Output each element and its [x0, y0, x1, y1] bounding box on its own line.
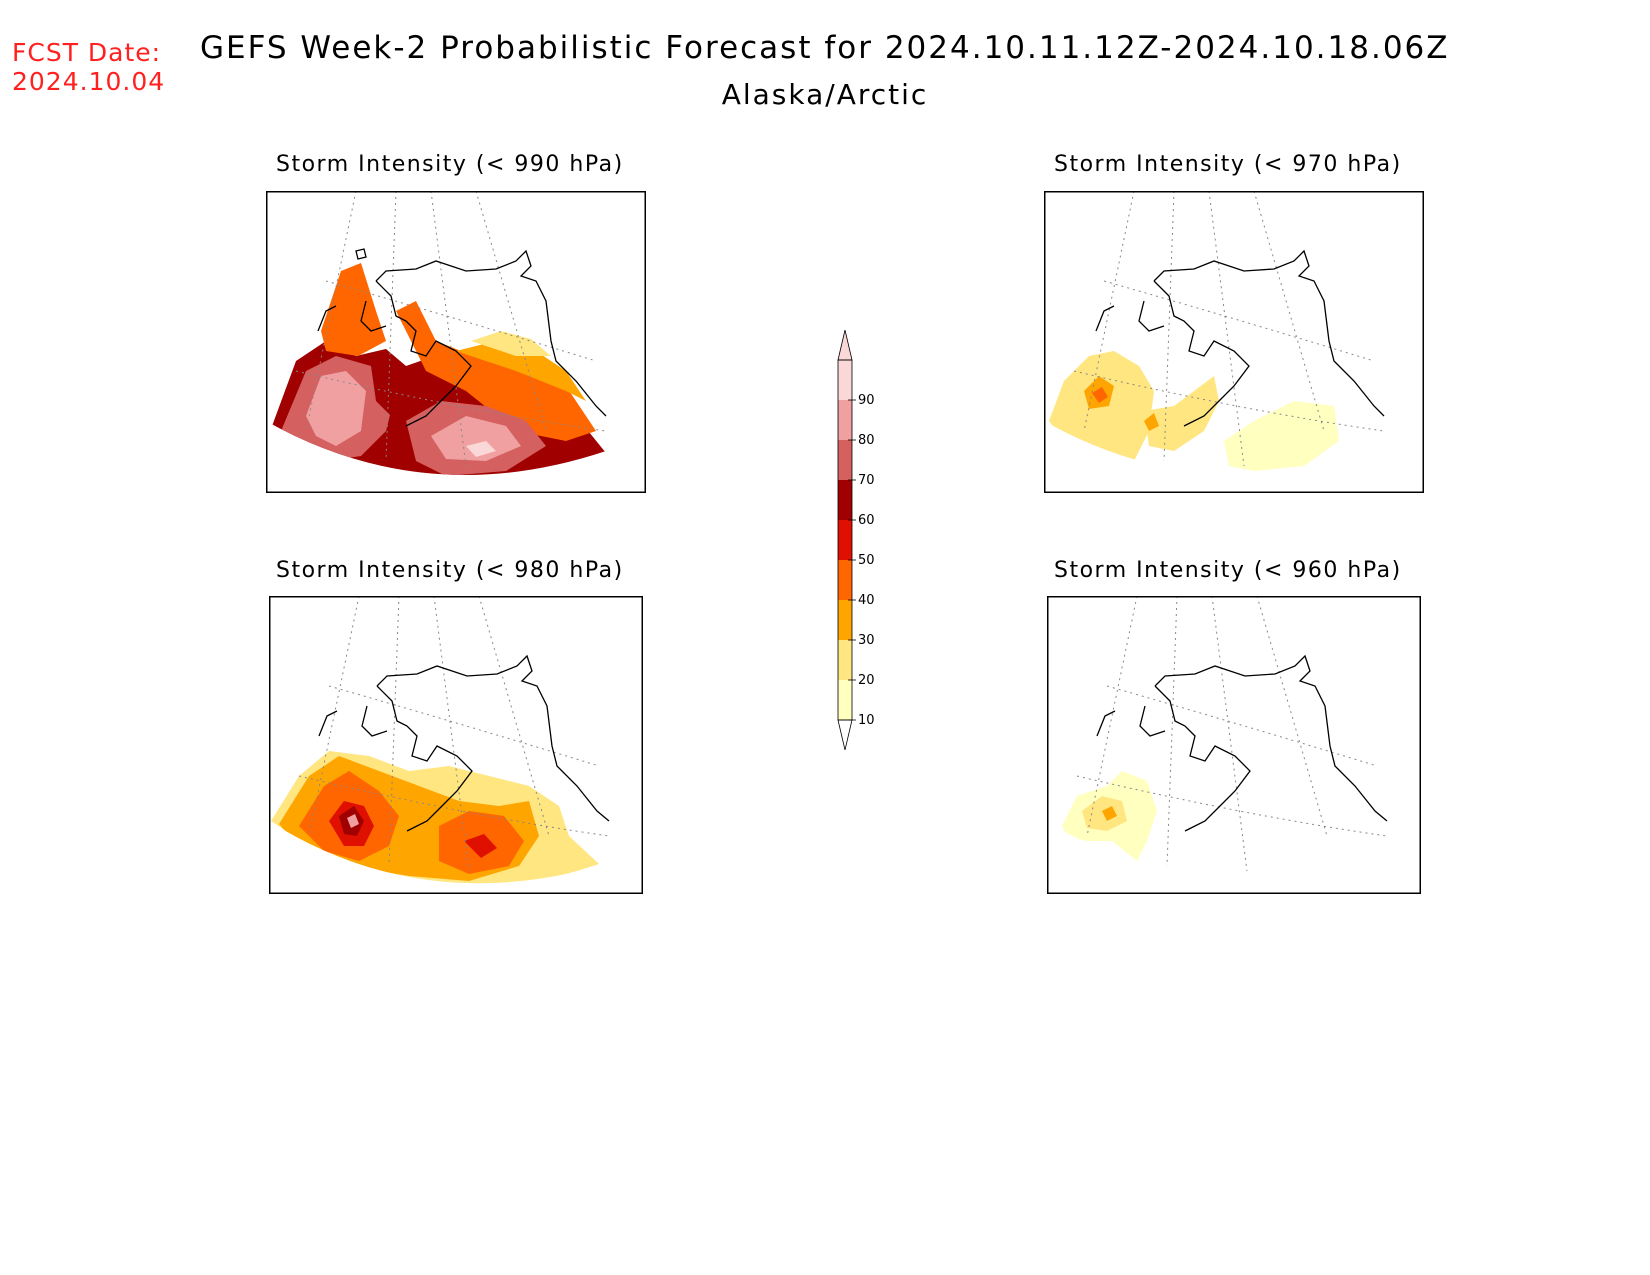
- colorbar-bottom-wedge: [837, 719, 853, 750]
- colorbar-label: 30: [858, 633, 875, 648]
- colorbar-label: 60: [858, 513, 875, 528]
- colorbar-outline: [837, 359, 853, 721]
- forecast-date-value: 2024.10.04: [12, 67, 166, 96]
- colorbar-label: 20: [858, 673, 875, 688]
- forecast-date-label: FCST Date:: [12, 38, 162, 67]
- region-subtitle: Alaska/Arctic: [721, 78, 929, 111]
- map-panel-970: [1044, 191, 1424, 493]
- panel-title-970: Storm Intensity (< 970 hPa): [1054, 152, 1402, 177]
- colorbar-bin: [838, 400, 852, 440]
- map-panel-990: [266, 191, 646, 493]
- panel-title-980: Storm Intensity (< 980 hPa): [276, 558, 624, 583]
- colorbar-top-wedge: [837, 330, 853, 361]
- colorbar-bin: [838, 600, 852, 640]
- map-panel-980: [269, 596, 643, 894]
- colorbar-bin: [838, 560, 852, 600]
- colorbar-label: 10: [858, 713, 875, 728]
- colorbar-bin: [838, 440, 852, 480]
- colorbar-bin: [838, 360, 852, 400]
- colorbar-label: 80: [858, 433, 875, 448]
- page-title: GEFS Week-2 Probabilistic Forecast for 2…: [200, 30, 1450, 66]
- forecast-date-block: FCST Date: 2024.10.04: [12, 38, 165, 96]
- colorbar-label: 50: [858, 553, 875, 568]
- colorbar: 10 20 30 40 50 60 70 80 90: [837, 330, 875, 750]
- colorbar-bin: [838, 640, 852, 680]
- colorbar-bin: [838, 480, 852, 520]
- colorbar-label: 40: [858, 593, 875, 608]
- colorbar-label: 90: [858, 393, 875, 408]
- map-panel-960: [1047, 596, 1421, 894]
- panel-title-990: Storm Intensity (< 990 hPa): [276, 152, 624, 177]
- colorbar-bin: [838, 520, 852, 560]
- colorbar-label: 70: [858, 473, 875, 488]
- colorbar-bin: [838, 680, 852, 720]
- panel-title-960: Storm Intensity (< 960 hPa): [1054, 558, 1402, 583]
